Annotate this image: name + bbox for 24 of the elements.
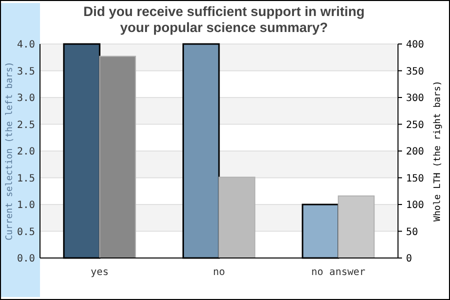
chart-title: Did you receive sufficient support in writing your popular science summary? [83, 4, 365, 35]
y2-tick-label: 350 [406, 66, 424, 78]
y2-tick-label: 100 [406, 200, 424, 211]
y-tick-label: 2.5 [16, 120, 35, 131]
y2-tick-label: 50 [406, 226, 418, 238]
y-tick-label: 1.5 [16, 173, 35, 184]
y-tick-label: 1.0 [16, 200, 35, 211]
y-tick-label: 4.0 [16, 40, 35, 50]
y2-tick-label: 200 [406, 146, 424, 158]
y2-tick-label: 150 [406, 173, 424, 184]
y-tick-label: 3.0 [16, 93, 35, 104]
x-tick-label: yes [90, 267, 109, 278]
y-tick-label: 2.0 [16, 146, 35, 158]
y-tick-label: 3.5 [16, 66, 35, 78]
x-tick-label: no [212, 267, 226, 278]
y2-axis-title: Whole LTH (the right bars) [433, 80, 444, 222]
y2-tick-label: 300 [406, 93, 424, 104]
y2-tick-label: 250 [406, 120, 424, 131]
y2-tick-label: 0 [406, 254, 412, 264]
y-tick-label: 0.0 [16, 254, 35, 264]
y2-tick-label: 400 [406, 40, 424, 50]
x-tick-label: no answer [311, 267, 366, 278]
y-tick-label: 0.5 [16, 226, 35, 238]
y-axis-title: Current selection (the left bars) [5, 62, 16, 240]
